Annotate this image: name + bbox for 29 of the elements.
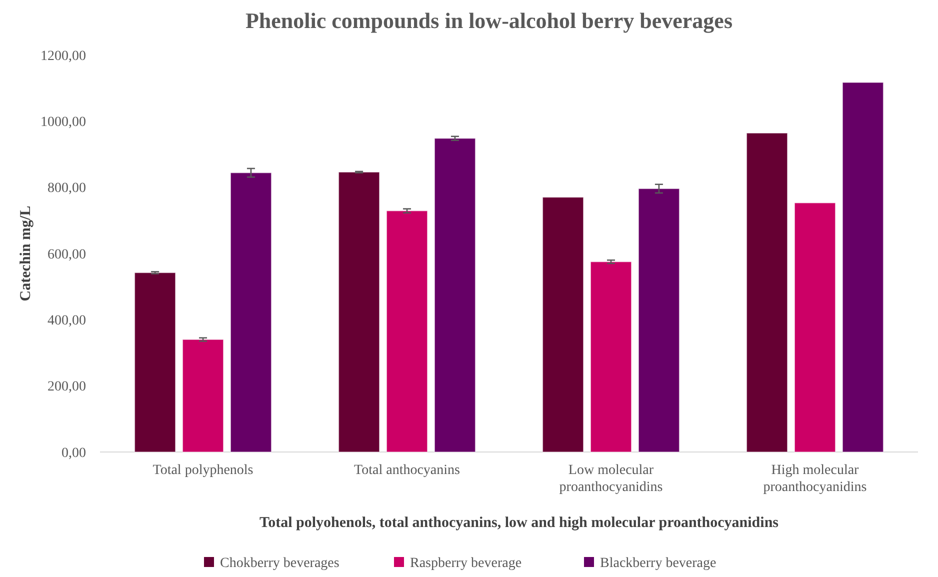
y-tick-label: 400,00	[48, 314, 86, 329]
y-axis-title: Catechin mg/L	[18, 206, 34, 302]
y-tick-label: 1200,00	[40, 48, 86, 64]
chart-title: Phenolic compounds in low-alcohol berry beverages	[245, 8, 733, 33]
bar	[746, 132, 788, 452]
y-tick-label: 0,00	[62, 446, 86, 461]
y-tick-label: 200,00	[48, 380, 86, 395]
bar	[590, 261, 632, 452]
legend-label: Raspberry beverage	[410, 556, 522, 571]
bar	[182, 339, 224, 452]
bar	[134, 272, 176, 452]
x-tick-label: Low molecular proanthocyanidins	[559, 463, 663, 495]
bar	[638, 188, 680, 452]
x-axis-title: Total polyohenols, total anthocyanins, low and high molecular proanthocyanidins	[259, 515, 779, 531]
x-tick-label: Total polyphenols	[152, 463, 254, 478]
y-tick-label: 600,00	[48, 247, 86, 262]
x-tick-label: High molecular proanthocyanidins	[763, 463, 867, 495]
y-tick-label: 1000,00	[40, 115, 86, 130]
bar	[434, 138, 476, 452]
bar	[542, 196, 584, 452]
bar	[338, 172, 380, 452]
y-tick-label: 800,00	[48, 181, 86, 196]
x-tick-label: Total anthocyanins	[354, 463, 460, 478]
bar	[386, 210, 428, 452]
bar	[842, 82, 884, 452]
legend-label: Chokberry beverages	[220, 556, 340, 571]
bar	[794, 202, 836, 452]
bar	[230, 172, 272, 452]
legend-label: Blackberry beverage	[600, 556, 716, 571]
